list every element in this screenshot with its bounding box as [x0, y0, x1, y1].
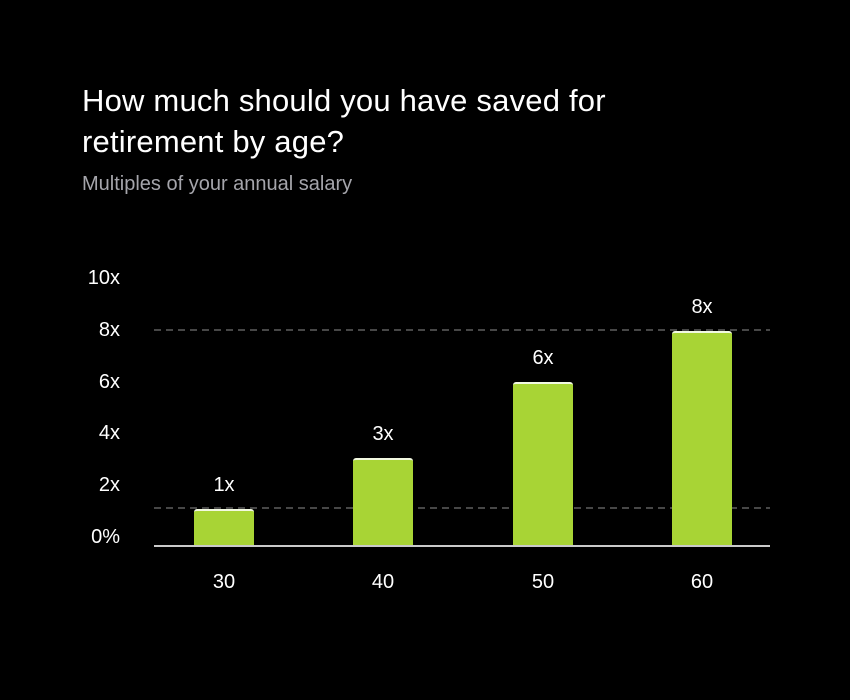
bar-value-label: 3x — [372, 423, 394, 445]
chart-subtitle: Multiples of your annual salary — [82, 173, 353, 195]
dashed-gridline — [154, 507, 770, 509]
bar-age-40 — [353, 458, 413, 546]
y-axis-label: 6x — [98, 371, 120, 393]
bar-value-label: 8x — [691, 296, 713, 318]
chart-title: How much should you have saved for retir… — [82, 83, 606, 159]
bar-age-30 — [194, 509, 254, 546]
bar-age-50 — [513, 382, 573, 546]
bar-value-label: 6x — [532, 347, 554, 369]
y-axis-label: 10x — [87, 267, 120, 289]
x-axis-label: 50 — [531, 571, 555, 593]
bar-age-60 — [672, 331, 732, 546]
bar-value-label: 1x — [213, 474, 235, 496]
y-axis-label: 2x — [98, 474, 120, 496]
y-axis-label: 8x — [98, 319, 120, 341]
x-axis-baseline — [154, 545, 770, 547]
x-axis-label: 60 — [690, 571, 714, 593]
y-axis-label: 4x — [98, 422, 120, 444]
dashed-gridline — [154, 329, 770, 331]
x-axis-label: 30 — [212, 571, 236, 593]
x-axis-label: 40 — [371, 571, 395, 593]
y-axis-label: 0% — [91, 526, 120, 548]
